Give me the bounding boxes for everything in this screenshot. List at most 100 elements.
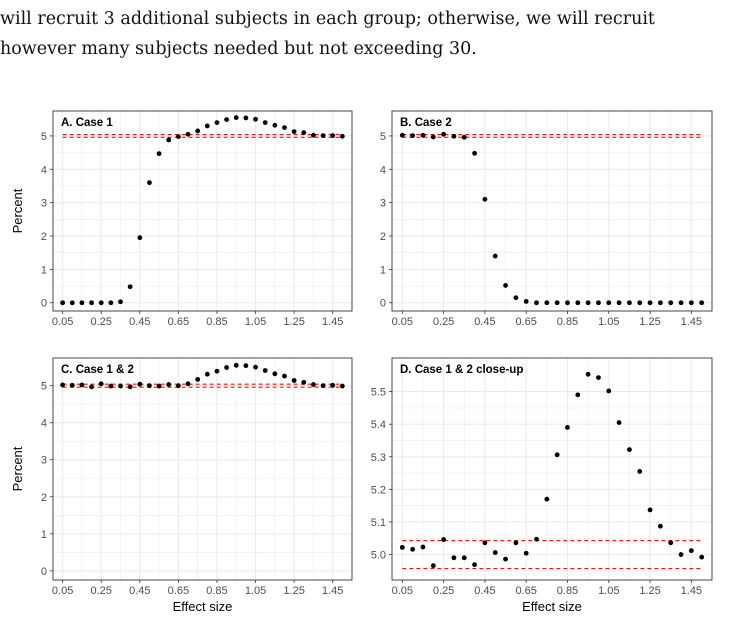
x-tick-label: 0.05 [52,585,73,597]
data-point [688,300,694,306]
y-tick-label: 4 [41,164,47,176]
y-tick-label: 3 [380,198,386,210]
data-point [544,496,550,502]
data-point [291,129,297,135]
y-tick-label: 0 [380,298,386,310]
data-point [156,383,162,389]
y-tick-label: 1 [380,264,386,276]
x-tick-label: 1.25 [639,585,660,597]
x-tick-label: 0.65 [168,316,189,328]
data-point [606,388,612,394]
data-point [503,282,508,288]
data-point [420,544,426,550]
data-point [513,295,519,301]
data-point [301,379,307,385]
y-tick-label: 5.5 [371,387,386,399]
data-point [89,300,94,306]
x-tick-label: 0.45 [474,316,495,328]
data-point [616,420,622,425]
panel-border [391,357,713,581]
x-tick-label: 1.25 [283,316,304,328]
data-point [627,300,632,306]
y-tick-label: 1 [41,264,47,276]
y-tick-label: 5.3 [371,452,386,464]
x-tick-label: 1.25 [283,585,304,597]
data-point [166,137,172,143]
data-point [204,123,210,129]
data-point [98,300,104,306]
x-tick-label: 1.05 [598,585,619,597]
data-point [647,300,653,306]
body-text-line-2: however many subjects needed but not exc… [0,39,477,59]
x-tick-label: 1.05 [245,316,266,328]
data-point [627,447,632,453]
data-point [657,300,663,306]
x-tick-label: 1.25 [639,316,660,328]
y-tick-label: 5 [380,131,386,143]
panel-background [53,111,352,311]
data-point [137,235,143,241]
data-point [60,300,66,306]
data-point [195,128,201,134]
x-tick-label: 0.85 [206,316,227,328]
y-tick-label: 5.0 [371,550,386,562]
data-point [195,376,201,382]
x-axis-label: Effect size [173,599,233,614]
data-point [399,544,405,550]
y-tick-label: 5.1 [371,517,386,529]
data-point [262,368,268,373]
data-point [492,253,498,259]
data-point [214,368,220,374]
chart-panel-2: 0.05 0.25 0.45 0.65 0.85 1.05 1.25 1.45 0 1 2 3 4 5 B.… [380,110,713,328]
panel-border [52,357,353,581]
y-tick-label: 4 [41,418,47,430]
x-tick-label: 0.85 [557,316,578,328]
x-tick-label: 0.85 [557,585,578,597]
data-point [282,125,287,130]
data-point [224,117,230,122]
data-point [127,384,133,390]
data-point [272,371,278,377]
data-point [554,300,560,306]
y-axis-label: Percent [10,188,25,233]
x-tick-label: 0.45 [474,585,495,597]
panel-title: D. Case 1 & 2 close-up [400,364,523,376]
panel-border [52,110,353,312]
data-point [430,563,436,569]
data-point [472,150,477,156]
data-point [233,362,239,368]
data-point [98,381,104,387]
data-point [399,132,405,138]
x-tick-label: 0.65 [515,316,536,328]
data-point [678,300,684,306]
data-point [339,383,345,389]
data-point [430,134,436,140]
data-point [441,131,447,137]
y-tick-label: 4 [380,164,386,176]
data-point [253,364,258,370]
x-tick-label: 1.45 [681,585,702,597]
data-point [311,132,316,138]
data-point [311,382,316,387]
data-point [585,371,591,377]
panel-border [391,110,713,312]
data-point [330,382,336,388]
y-axis-label: Percent [10,446,25,491]
data-point [118,383,123,389]
data-point [513,540,519,546]
data-point [185,381,191,387]
data-point [89,384,94,390]
data-point [503,556,508,562]
x-tick-label: 1.45 [322,585,343,597]
x-tick-label: 0.25 [91,316,112,328]
data-point [461,555,467,561]
data-point [291,378,297,383]
data-point [472,562,477,568]
x-tick-label: 0.25 [433,316,454,328]
data-point [637,469,643,474]
data-point [554,452,560,458]
x-tick-label: 0.05 [392,316,413,328]
data-point [118,299,123,305]
data-point [272,122,278,128]
data-point [410,546,416,552]
